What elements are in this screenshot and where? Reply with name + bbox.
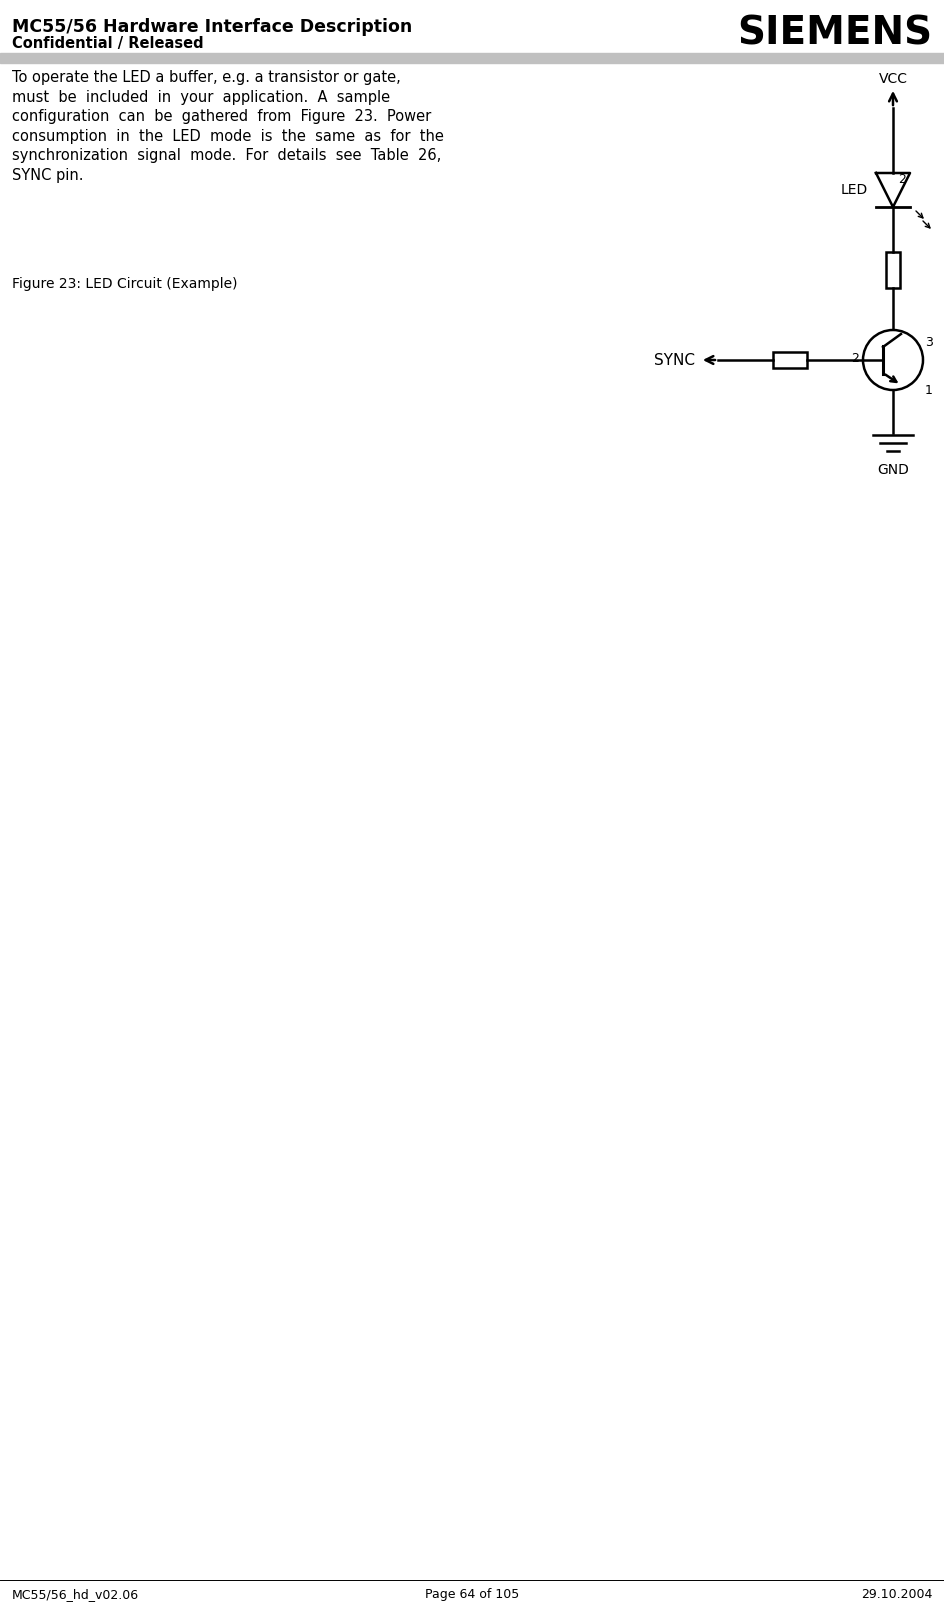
Text: LED: LED — [841, 183, 868, 197]
Circle shape — [863, 330, 923, 390]
Text: configuration  can  be  gathered  from  Figure  23.  Power: configuration can be gathered from Figur… — [12, 108, 431, 125]
Bar — [773, 353, 807, 367]
Text: 1: 1 — [925, 383, 933, 396]
Bar — [886, 252, 900, 288]
Text: 2: 2 — [851, 351, 859, 364]
Text: SYNC pin.: SYNC pin. — [12, 168, 83, 183]
Text: synchronization  signal  mode.  For  details  see  Table  26,: synchronization signal mode. For details… — [12, 147, 441, 163]
Text: consumption  in  the  LED  mode  is  the  same  as  for  the: consumption in the LED mode is the same … — [12, 128, 444, 144]
Bar — [0, 53, 944, 63]
Text: 3: 3 — [925, 337, 933, 349]
Text: GND: GND — [877, 463, 909, 477]
Text: MC55/56_hd_v02.06: MC55/56_hd_v02.06 — [12, 1587, 139, 1600]
Text: SIEMENS: SIEMENS — [737, 15, 932, 52]
Text: Figure 23: LED Circuit (Example): Figure 23: LED Circuit (Example) — [12, 277, 238, 291]
Text: must  be  included  in  your  application.  A  sample: must be included in your application. A … — [12, 89, 390, 105]
Text: SYNC: SYNC — [654, 353, 695, 367]
Text: 2: 2 — [898, 173, 906, 186]
Text: VCC: VCC — [879, 71, 907, 86]
Text: 29.10.2004: 29.10.2004 — [861, 1587, 932, 1600]
Text: MC55/56 Hardware Interface Description: MC55/56 Hardware Interface Description — [12, 18, 413, 36]
Text: To operate the LED a buffer, e.g. a transistor or gate,: To operate the LED a buffer, e.g. a tran… — [12, 70, 401, 86]
Text: Confidential / Released: Confidential / Released — [12, 36, 204, 52]
Text: Page 64 of 105: Page 64 of 105 — [425, 1587, 519, 1600]
